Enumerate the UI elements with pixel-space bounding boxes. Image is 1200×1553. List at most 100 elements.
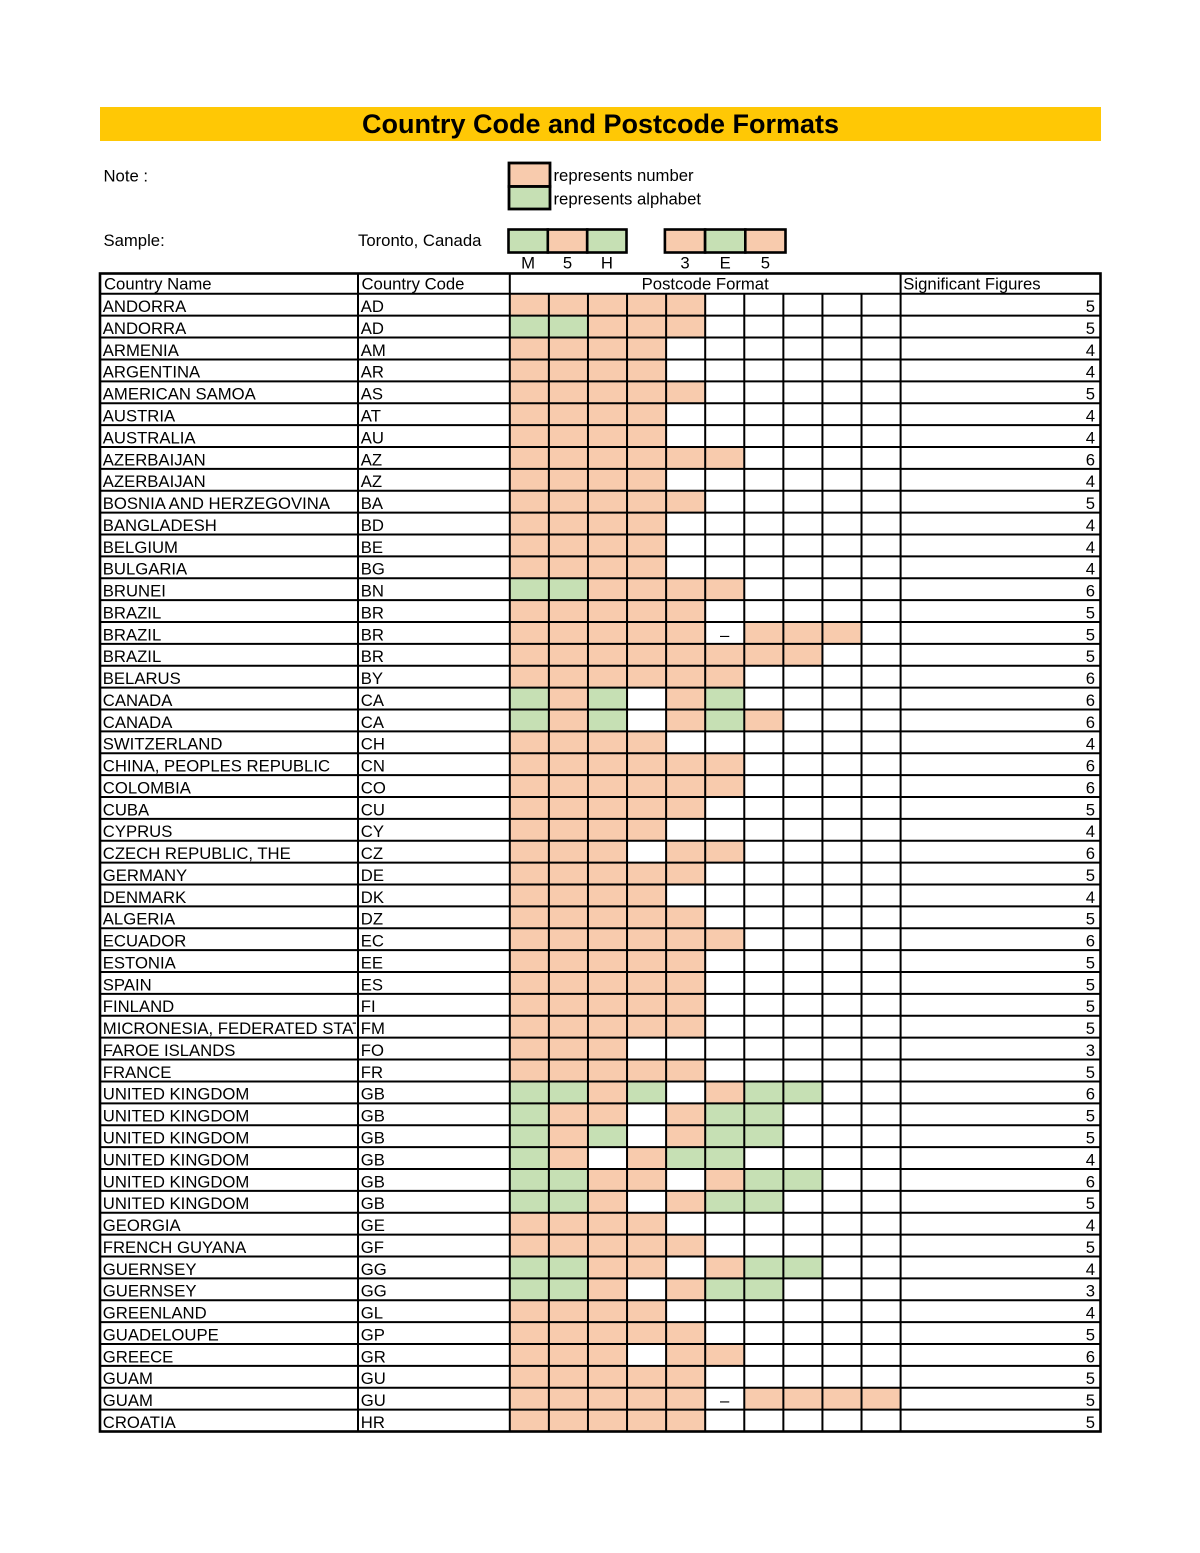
svg-text:–: – (720, 625, 730, 644)
svg-text:ANDORRA: ANDORRA (103, 297, 187, 316)
svg-text:3: 3 (1086, 1041, 1095, 1060)
svg-text:AU: AU (361, 428, 384, 447)
svg-text:5: 5 (1086, 1107, 1095, 1126)
svg-text:BANGLADESH: BANGLADESH (103, 516, 217, 535)
svg-text:–: – (720, 1391, 730, 1410)
svg-text:6: 6 (1086, 1085, 1095, 1104)
svg-text:BG: BG (361, 560, 385, 579)
svg-text:CY: CY (361, 822, 384, 841)
svg-text:Toronto, Canada: Toronto, Canada (358, 231, 482, 250)
svg-text:GB: GB (361, 1172, 385, 1191)
svg-text:GP: GP (361, 1325, 385, 1344)
svg-text:5: 5 (1086, 1391, 1095, 1410)
svg-text:6: 6 (1086, 757, 1095, 776)
svg-text:GB: GB (361, 1194, 385, 1213)
svg-text:5: 5 (1086, 319, 1095, 338)
svg-text:5: 5 (1086, 866, 1095, 885)
svg-text:5: 5 (563, 254, 572, 273)
svg-text:GB: GB (361, 1150, 385, 1169)
svg-text:GL: GL (361, 1304, 383, 1323)
svg-text:UNITED KINGDOM: UNITED KINGDOM (103, 1107, 249, 1126)
svg-text:6: 6 (1086, 691, 1095, 710)
svg-text:4: 4 (1086, 1216, 1095, 1235)
svg-text:AMERICAN SAMOA: AMERICAN SAMOA (103, 385, 257, 404)
svg-text:CZ: CZ (361, 844, 383, 863)
svg-text:6: 6 (1086, 932, 1095, 951)
svg-text:CHINA, PEOPLES REPUBLIC: CHINA, PEOPLES REPUBLIC (103, 757, 330, 776)
svg-text:DK: DK (361, 888, 384, 907)
svg-text:FM: FM (361, 1019, 385, 1038)
svg-text:5: 5 (761, 254, 770, 273)
svg-text:GREENLAND: GREENLAND (103, 1304, 207, 1323)
svg-text:4: 4 (1086, 538, 1095, 557)
svg-text:FINLAND: FINLAND (103, 997, 174, 1016)
svg-text:UNITED KINGDOM: UNITED KINGDOM (103, 1129, 249, 1148)
svg-text:5: 5 (1086, 1325, 1095, 1344)
svg-text:DZ: DZ (361, 910, 383, 929)
svg-text:H: H (601, 254, 613, 273)
svg-text:3: 3 (680, 254, 689, 273)
svg-text:FRANCE: FRANCE (103, 1063, 172, 1082)
svg-text:4: 4 (1086, 407, 1095, 426)
svg-text:6: 6 (1086, 713, 1095, 732)
svg-text:AUSTRIA: AUSTRIA (103, 407, 176, 426)
svg-text:GERMANY: GERMANY (103, 866, 187, 885)
svg-text:4: 4 (1086, 735, 1095, 754)
svg-text:BN: BN (361, 582, 384, 601)
svg-text:SPAIN: SPAIN (103, 975, 152, 994)
svg-text:GUADELOUPE: GUADELOUPE (103, 1325, 219, 1344)
svg-text:Country Code: Country Code (362, 274, 465, 293)
svg-text:5: 5 (1086, 625, 1095, 644)
svg-text:GUERNSEY: GUERNSEY (103, 1282, 197, 1301)
svg-text:4: 4 (1086, 560, 1095, 579)
svg-text:CA: CA (361, 691, 385, 710)
svg-text:AM: AM (361, 341, 386, 360)
svg-text:6: 6 (1086, 844, 1095, 863)
svg-text:UNITED KINGDOM: UNITED KINGDOM (103, 1194, 249, 1213)
svg-text:DENMARK: DENMARK (103, 888, 186, 907)
svg-text:BE: BE (361, 538, 383, 557)
svg-text:5: 5 (1086, 1369, 1095, 1388)
svg-text:BRAZIL: BRAZIL (103, 603, 161, 622)
svg-text:ECUADOR: ECUADOR (103, 932, 186, 951)
svg-text:GB: GB (361, 1107, 385, 1126)
svg-text:5: 5 (1086, 1063, 1095, 1082)
svg-text:BULGARIA: BULGARIA (103, 560, 188, 579)
svg-text:M: M (521, 254, 535, 273)
svg-text:CU: CU (361, 800, 385, 819)
svg-text:4: 4 (1086, 363, 1095, 382)
svg-text:AR: AR (361, 363, 384, 382)
svg-text:5: 5 (1086, 1413, 1095, 1432)
svg-text:GB: GB (361, 1129, 385, 1148)
svg-text:CN: CN (361, 757, 385, 776)
svg-text:FI: FI (361, 997, 376, 1016)
svg-text:5: 5 (1086, 975, 1095, 994)
svg-text:6: 6 (1086, 582, 1095, 601)
svg-text:FRENCH GUYANA: FRENCH GUYANA (103, 1238, 247, 1257)
svg-text:EE: EE (361, 954, 383, 973)
svg-text:4: 4 (1086, 1260, 1095, 1279)
svg-text:BELARUS: BELARUS (103, 669, 181, 688)
svg-text:4: 4 (1086, 472, 1095, 491)
svg-text:UNITED KINGDOM: UNITED KINGDOM (103, 1172, 249, 1191)
svg-text:Country Name: Country Name (104, 274, 212, 293)
svg-text:HR: HR (361, 1413, 385, 1432)
svg-text:SWITZERLAND: SWITZERLAND (103, 735, 223, 754)
svg-text:DE: DE (361, 866, 384, 885)
svg-text:6: 6 (1086, 669, 1095, 688)
svg-text:represents alphabet: represents alphabet (554, 190, 702, 209)
svg-text:Country Code and Postcode Form: Country Code and Postcode Formats (362, 109, 839, 139)
svg-text:BELGIUM: BELGIUM (103, 538, 178, 557)
svg-text:5: 5 (1086, 1019, 1095, 1038)
svg-text:ARMENIA: ARMENIA (103, 341, 180, 360)
svg-text:AZ: AZ (361, 450, 382, 469)
svg-text:AD: AD (361, 319, 384, 338)
svg-text:BRAZIL: BRAZIL (103, 625, 161, 644)
svg-text:GE: GE (361, 1216, 385, 1235)
svg-text:ES: ES (361, 975, 383, 994)
svg-text:BRAZIL: BRAZIL (103, 647, 161, 666)
svg-text:UNITED KINGDOM: UNITED KINGDOM (103, 1085, 249, 1104)
svg-text:GUAM: GUAM (103, 1391, 153, 1410)
svg-text:CANADA: CANADA (103, 691, 173, 710)
svg-text:Significant Figures: Significant Figures (903, 274, 1040, 293)
